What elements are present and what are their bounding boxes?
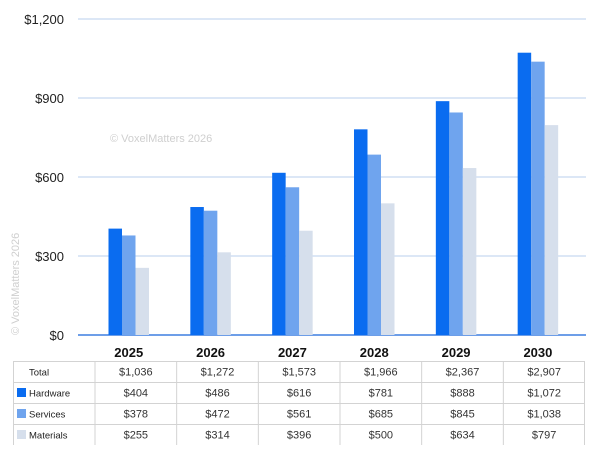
table-row: Total $1,036 $1,272 $1,573 $1,966 $2,367 $2,90… xyxy=(29,367,561,379)
table-row-label: Hardware xyxy=(29,389,70,400)
x-category-label: 2028 xyxy=(360,345,389,360)
table-cell: $486 xyxy=(205,388,229,400)
table-row-label: Services xyxy=(29,410,66,421)
table-cell: $255 xyxy=(124,430,148,442)
table-cell: $781 xyxy=(369,388,393,400)
y-tick-label: $600 xyxy=(35,170,64,185)
bar-services-2026 xyxy=(203,210,218,335)
table-row: Materials $255 $314 $396 $500 $634 $797 xyxy=(17,430,556,442)
bar-services-2028 xyxy=(367,154,381,335)
bar-materials-2029 xyxy=(462,168,477,335)
bar-hardware-2028 xyxy=(354,129,368,335)
table-cell: $2,367 xyxy=(446,367,480,379)
table-cell: $1,038 xyxy=(527,409,561,421)
table-body: Total $1,036 $1,272 $1,573 $1,966 $2,367 $2,90… xyxy=(17,367,561,442)
x-category-label: 2030 xyxy=(523,345,552,360)
x-category-label: 2029 xyxy=(442,345,471,360)
table-row: Hardware $404 $486 $616 $781 $888 $1,072 xyxy=(17,388,561,400)
bar-hardware-2030 xyxy=(517,52,532,335)
table-cell: $1,272 xyxy=(201,367,235,379)
table-cell: $561 xyxy=(287,409,311,421)
table-cell: $396 xyxy=(287,430,311,442)
table-cell: $404 xyxy=(124,388,148,400)
table-cell: $500 xyxy=(369,430,393,442)
table-cell: $797 xyxy=(532,430,556,442)
x-category-label: 2026 xyxy=(196,345,225,360)
table-row-label: Total xyxy=(29,368,49,379)
x-axis-categories: 2025 2026 2027 2028 2029 2030 xyxy=(114,345,552,360)
bar-hardware-2027 xyxy=(272,172,286,335)
y-tick-label: $900 xyxy=(35,91,64,106)
table-cell: $2,907 xyxy=(527,367,561,379)
y-tick-label: $300 xyxy=(35,249,64,264)
bar-services-2027 xyxy=(285,187,300,335)
table-cell: $1,072 xyxy=(527,388,561,400)
bar-materials-2026 xyxy=(217,252,231,335)
bar-services-2025 xyxy=(122,235,136,335)
table-cell: $314 xyxy=(205,430,229,442)
watermark-side: © VoxelMatters 2026 xyxy=(10,233,22,335)
table-cell: $1,036 xyxy=(119,367,153,379)
bar-services-2029 xyxy=(449,112,463,335)
table-cell: $685 xyxy=(369,409,393,421)
y-axis-ticks: $0 $300 $600 $900 $1,200 xyxy=(24,12,64,343)
x-category-label: 2027 xyxy=(278,345,307,360)
legend-swatch xyxy=(17,409,26,418)
bar-services-2030 xyxy=(531,61,545,335)
data-table: Total $1,036 $1,272 $1,573 $1,966 $2,367 $2,90… xyxy=(13,361,585,445)
legend-swatch xyxy=(17,388,26,397)
legend-swatch xyxy=(17,430,26,439)
bar-hardware-2029 xyxy=(435,101,450,335)
bar-materials-2028 xyxy=(381,203,395,335)
bars xyxy=(108,52,559,335)
y-tick-label: $0 xyxy=(50,328,64,343)
bar-hardware-2025 xyxy=(108,228,122,335)
table-grid xyxy=(13,361,585,445)
table-row: Services $378 $472 $561 $685 $845 $1,038 xyxy=(17,409,561,421)
table-cell: $378 xyxy=(124,409,148,421)
table-cell: $888 xyxy=(450,388,474,400)
table-cell: $845 xyxy=(450,409,474,421)
table-cell: $616 xyxy=(287,388,311,400)
bar-chart: $0 $300 $600 $900 $1,200 © VoxelMatters 2026… xyxy=(10,12,586,360)
table-cell: $634 xyxy=(450,430,474,442)
y-tick-label: $1,200 xyxy=(24,12,64,27)
bar-hardware-2026 xyxy=(190,207,204,335)
x-category-label: 2025 xyxy=(114,345,143,360)
table-cell: $472 xyxy=(205,409,229,421)
table-cell: $1,966 xyxy=(364,367,398,379)
bar-materials-2027 xyxy=(299,230,313,335)
bar-materials-2025 xyxy=(135,267,149,335)
table-row-label: Materials xyxy=(29,431,68,442)
table-cell: $1,573 xyxy=(282,367,316,379)
watermark: © VoxelMatters 2026 xyxy=(110,133,212,145)
bar-materials-2030 xyxy=(544,125,559,335)
gridlines xyxy=(78,18,586,336)
